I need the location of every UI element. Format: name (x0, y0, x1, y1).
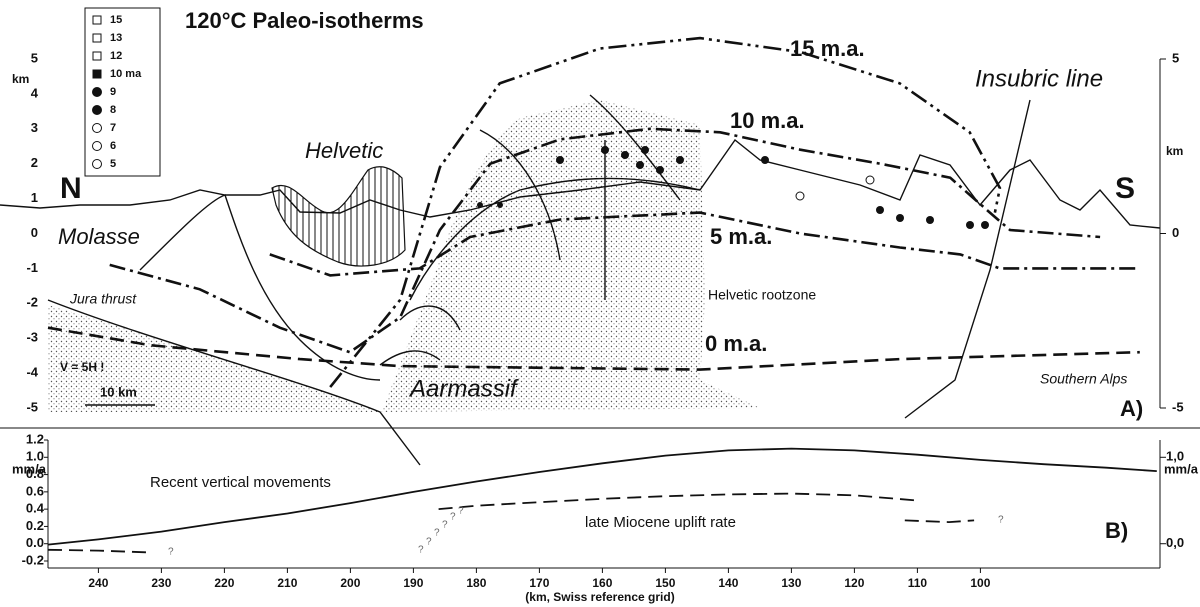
x-tick-label: 210 (277, 576, 297, 590)
annotation: 10 km (100, 384, 137, 399)
y-tick-label: -3 (26, 330, 38, 345)
x-tick-label: 100 (970, 576, 990, 590)
question-mark: ? (426, 537, 432, 548)
y-tick-label: -4 (26, 365, 38, 380)
legend-marker (93, 70, 101, 78)
legend-label: 15 (110, 14, 122, 26)
x-tick-label: 190 (403, 576, 423, 590)
question-mark: ? (450, 512, 456, 523)
x-tick-label: 230 (151, 576, 171, 590)
question-mark: ? (168, 547, 174, 558)
x-axis-label: (km, Swiss reference grid) (525, 590, 674, 604)
legend-label: 7 (110, 122, 116, 134)
x-tick-label: 150 (655, 576, 675, 590)
x-tick-label: 180 (466, 576, 486, 590)
legend-marker (93, 124, 102, 133)
y2-tick-label: 0,0 (1166, 535, 1184, 550)
series-label: late Miocene uplift rate (585, 514, 736, 531)
series-label: Recent vertical movements (150, 474, 331, 491)
chart-title: 120°C Paleo-isotherms (185, 8, 424, 33)
legend-marker (93, 52, 101, 60)
y-tick-label: 1.0 (26, 449, 44, 464)
annotation: Helvetic rootzone (708, 287, 816, 303)
y-tick-label: 1.2 (26, 431, 44, 446)
question-mark: ? (418, 545, 424, 556)
y-tick-label: 4 (31, 85, 39, 100)
annotation: S (1115, 172, 1135, 205)
legend-marker (93, 106, 102, 115)
legend-label: 13 (110, 32, 122, 44)
legend-label: 8 (110, 104, 116, 116)
helvetic-nappe (272, 167, 405, 266)
legend-marker (93, 88, 102, 97)
annotation: Aarmassif (408, 375, 519, 402)
isotherm-label: 15 m.a. (790, 36, 865, 61)
question-mark: ? (998, 515, 1004, 526)
x-tick-label: 140 (718, 576, 738, 590)
annotation: Southern Alps (1040, 371, 1127, 387)
y-axis-label: km (12, 72, 29, 86)
isotherm-label: 10 m.a. (730, 108, 805, 133)
y-tick-label: 0.0 (26, 535, 44, 550)
x-tick-label: 200 (340, 576, 360, 590)
y2-tick-label: 5 (1172, 50, 1179, 65)
y2-tick-label: 1,0 (1166, 449, 1184, 464)
y-tick-label: 3 (31, 120, 38, 135)
annotation: Molasse (58, 224, 140, 249)
annotation: Insubric line (975, 65, 1103, 92)
series-line (48, 494, 974, 553)
x-tick-label: 240 (88, 576, 108, 590)
x-tick-label: 170 (529, 576, 549, 590)
y-tick-label: 0.2 (26, 518, 44, 533)
y-tick-label: 0.8 (26, 466, 44, 481)
annotation: A) (1120, 396, 1143, 421)
y-tick-label: -5 (26, 399, 38, 414)
legend-marker (93, 160, 102, 169)
y-tick-label: 2 (31, 155, 38, 170)
question-mark: ? (442, 520, 448, 531)
figure: 120°C Paleo-isotherms km km mm/a mm/a (k… (0, 0, 1200, 607)
legend-label: 10 ma (110, 68, 142, 80)
annotation: V = 5H ! (60, 360, 104, 374)
page: body { margin: 0; background: #fff; font… (0, 0, 1200, 607)
panel-label: B) (1105, 518, 1128, 543)
y2-tick-label: 0 (1172, 225, 1179, 240)
y-tick-label: 1 (31, 190, 38, 205)
legend-marker (93, 142, 102, 151)
legend-marker (93, 34, 101, 42)
x-tick-label: 110 (908, 576, 928, 590)
y-tick-label: 0.4 (26, 501, 45, 516)
y2-axis-label: km (1166, 144, 1183, 158)
y-tick-label: -1 (26, 260, 38, 275)
annotation: N (60, 172, 82, 205)
y-tick-label: 5 (31, 50, 38, 65)
basement-wedge (48, 305, 382, 412)
y-tick-label: 0.6 (26, 483, 44, 498)
y-tick-label: -2 (26, 295, 38, 310)
isotherm-label: 0 m.a. (705, 331, 767, 356)
y2-tick-label: -5 (1172, 399, 1184, 414)
annotation: Jura thrust (69, 291, 137, 307)
x-tick-label: 220 (214, 576, 234, 590)
y-tick-label: 0 (31, 225, 38, 240)
question-mark: ? (458, 506, 464, 517)
annotation: Helvetic (305, 138, 383, 163)
y-tick-label: -0.2 (22, 552, 44, 567)
legend-label: 9 (110, 86, 116, 98)
legend-label: 6 (110, 140, 116, 152)
page-body: {"chart_data": [ {"type": "line", "title… (0, 0, 1200, 607)
legend-label: 5 (110, 158, 116, 170)
legend-marker (93, 16, 101, 24)
isotherm-label: 5 m.a. (710, 224, 772, 249)
x-tick-label: 160 (592, 576, 612, 590)
question-mark: ? (434, 528, 440, 539)
legend-label: 12 (110, 50, 122, 62)
x-tick-label: 130 (781, 576, 801, 590)
x-tick-label: 120 (844, 576, 864, 590)
insubric-line (905, 100, 1030, 418)
